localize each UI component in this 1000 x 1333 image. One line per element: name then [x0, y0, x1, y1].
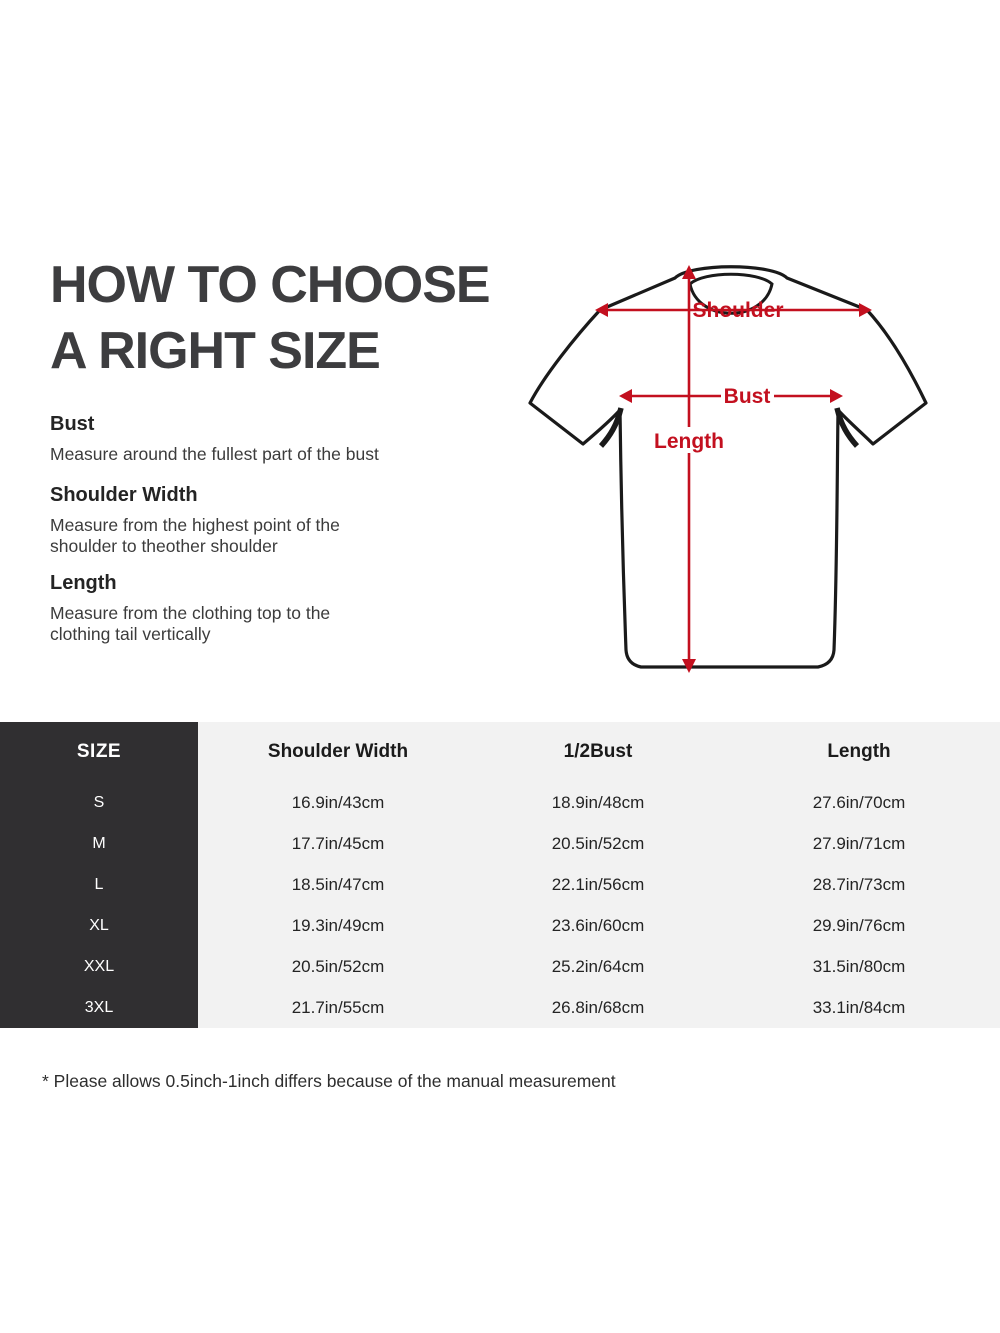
- measurement-footnote: * Please allows 0.5inch-1inch differs be…: [42, 1071, 616, 1091]
- column-header-size: SIZE: [0, 722, 198, 782]
- size-table: SIZE Shoulder Width 1/2Bust Length S 16.…: [0, 722, 1000, 1028]
- table-cell-shoulder: 20.5in/52cm: [291, 956, 385, 976]
- page-title-line1: HOW TO CHOOSE: [50, 256, 491, 314]
- instruction-bust-heading: Bust: [50, 413, 95, 435]
- instruction-shoulder-width: Shoulder Width Measure from the highest …: [50, 484, 470, 557]
- table-cell-halfbust: 20.5in/52cm: [551, 833, 645, 853]
- column-header-length: Length: [827, 741, 891, 762]
- table-row-size-label: M: [0, 823, 198, 864]
- diagram-label-shoulder: Shoulder: [692, 299, 783, 322]
- page-title-line2: A RIGHT SIZE: [50, 322, 381, 380]
- armpit-left: [598, 407, 624, 448]
- arrowhead-up-icon: [682, 265, 696, 279]
- arrowhead-down-icon: [682, 659, 696, 673]
- table-cell-shoulder: 19.3in/49cm: [291, 915, 385, 935]
- table-cell-halfbust: 25.2in/64cm: [551, 956, 645, 976]
- arrowhead-left-icon: [595, 303, 608, 317]
- instruction-length-body: Measure from the clothing top to the clo…: [50, 603, 331, 644]
- tshirt-diagram-icon: Shoulder Bust Length: [528, 265, 928, 673]
- table-cell-halfbust: 23.6in/60cm: [551, 915, 645, 935]
- diagram-label-bust: Bust: [724, 385, 771, 408]
- instruction-shoulder-heading: Shoulder Width: [50, 484, 198, 506]
- table-cell-length: 28.7in/73cm: [812, 874, 906, 894]
- table-cell-length: 31.5in/80cm: [812, 956, 906, 976]
- table-row-size-label: 3XL: [0, 987, 198, 1028]
- table-row-size-label: L: [0, 864, 198, 905]
- table-row-size-label: XXL: [0, 946, 198, 987]
- table-cell-length: 29.9in/76cm: [812, 915, 906, 935]
- instruction-length-heading: Length: [50, 572, 117, 594]
- table-cell-halfbust: 26.8in/68cm: [551, 997, 645, 1017]
- tshirt-outline: [528, 265, 928, 669]
- arrowhead-left-icon: [619, 389, 632, 403]
- table-cell-shoulder: 17.7in/45cm: [291, 833, 385, 853]
- table-row-size-label: XL: [0, 905, 198, 946]
- instruction-shoulder-body: Measure from the highest point of the sh…: [50, 515, 340, 556]
- table-cell-length: 27.9in/71cm: [812, 833, 906, 853]
- table-cell-shoulder: 21.7in/55cm: [291, 997, 385, 1017]
- diagram-label-length: Length: [654, 430, 724, 453]
- column-header-halfbust: 1/2Bust: [563, 741, 633, 762]
- table-row-size-label: S: [0, 782, 198, 823]
- instruction-bust: Bust Measure around the fullest part of …: [50, 413, 470, 465]
- arrowhead-right-icon: [859, 303, 872, 317]
- table-cell-halfbust: 22.1in/56cm: [551, 874, 645, 894]
- column-header-shoulder: Shoulder Width: [267, 741, 409, 762]
- table-cell-shoulder: 18.5in/47cm: [291, 874, 385, 894]
- collar-opening: [688, 272, 774, 315]
- table-cell-length: 33.1in/84cm: [812, 997, 906, 1017]
- instruction-length: Length Measure from the clothing top to …: [50, 572, 470, 645]
- table-cell-length: 27.6in/70cm: [812, 792, 906, 812]
- arrowhead-right-icon: [830, 389, 843, 403]
- page-title: HOW TO CHOOSE A RIGHT SIZE: [50, 252, 491, 384]
- instruction-bust-body: Measure around the fullest part of the b…: [50, 444, 379, 464]
- armpit-right: [834, 407, 860, 448]
- table-cell-shoulder: 16.9in/43cm: [291, 792, 385, 812]
- table-cell-halfbust: 18.9in/48cm: [551, 792, 645, 812]
